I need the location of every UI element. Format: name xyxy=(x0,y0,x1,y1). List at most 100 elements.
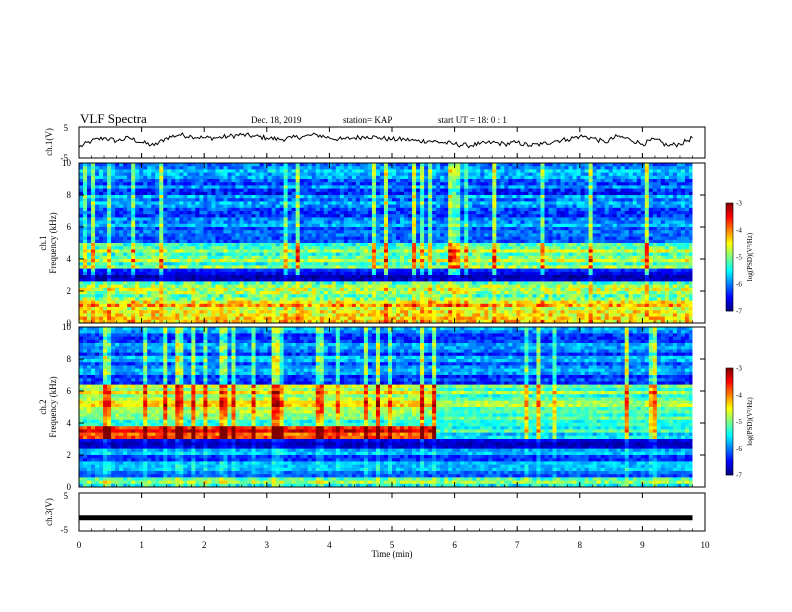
spectrogram-cell xyxy=(440,262,444,266)
spectrogram-cell xyxy=(312,195,316,199)
spectrogram-cell xyxy=(468,205,472,209)
spectrogram-cell xyxy=(412,205,416,209)
spectrogram-cell xyxy=(328,169,332,173)
spectrogram-cell xyxy=(135,195,139,199)
spectrogram-cell xyxy=(376,272,380,276)
spectrogram-cell xyxy=(207,185,211,189)
spectrogram-cell xyxy=(472,185,476,189)
spectrogram-cell xyxy=(380,189,384,193)
spectrogram-cell xyxy=(163,307,167,311)
spectrogram-cell xyxy=(320,285,324,289)
spectrogram-cell xyxy=(412,243,416,247)
spectrogram-cell xyxy=(272,227,276,231)
spectrogram-cell xyxy=(191,217,195,221)
spectrogram-cell xyxy=(388,214,392,218)
spectrogram-cell xyxy=(231,269,235,273)
spectrogram-cell xyxy=(460,214,464,218)
spectrogram-cell xyxy=(312,275,316,279)
spectrogram-cell xyxy=(296,307,300,311)
spectrogram-cell xyxy=(91,288,95,292)
spectrogram-cell xyxy=(412,304,416,308)
spectrogram-cell xyxy=(223,285,227,289)
spectrogram-cell xyxy=(163,240,167,244)
spectrogram-cell xyxy=(316,173,320,177)
spectrogram-cell xyxy=(163,163,167,167)
spectrogram-cell xyxy=(264,185,268,189)
spectrogram-cell xyxy=(179,307,183,311)
spectrogram-cell xyxy=(135,313,139,317)
spectrogram-cell xyxy=(456,262,460,266)
spectrogram-cell xyxy=(127,227,131,231)
spectrogram-cell xyxy=(167,246,171,250)
spectrogram-cell xyxy=(464,253,468,257)
spectrogram-cell xyxy=(260,166,264,170)
spectrogram-cell xyxy=(252,176,256,180)
spectrogram-cell xyxy=(392,169,396,173)
spectrogram-cell xyxy=(264,313,268,317)
spectrogram-cell xyxy=(372,179,376,183)
spectrogram-cell xyxy=(336,269,340,273)
spectrogram-cell xyxy=(95,272,99,276)
spectrogram-cell xyxy=(191,253,195,257)
spectrogram-cell xyxy=(244,163,248,167)
spectrogram-cell xyxy=(123,224,127,228)
spectrogram-cell xyxy=(376,173,380,177)
spectrogram-cell xyxy=(316,214,320,218)
spectrogram-cell xyxy=(276,310,280,314)
spectrogram-cell xyxy=(384,217,388,221)
spectrogram-cell xyxy=(272,256,276,260)
spectrogram-cell xyxy=(388,195,392,199)
spectrogram-cell xyxy=(179,275,183,279)
spectrogram-cell xyxy=(252,230,256,234)
spectrogram-cell xyxy=(448,313,452,317)
spectrogram-cell xyxy=(87,192,91,196)
spectrogram-cell xyxy=(167,272,171,276)
spectrogram-cell xyxy=(159,301,163,305)
spectrogram-cell xyxy=(219,195,223,199)
spectrogram-cell xyxy=(436,291,440,295)
spectrogram-cell xyxy=(332,214,336,218)
spectrogram-cell xyxy=(380,269,384,273)
spectrogram-cell xyxy=(416,294,420,298)
spectrogram-cell xyxy=(103,211,107,215)
spectrogram-cell xyxy=(448,291,452,295)
spectrogram-cell xyxy=(260,205,264,209)
spectrogram-cell xyxy=(83,227,87,231)
spectrogram-cell xyxy=(332,285,336,289)
spectrogram-cell xyxy=(248,301,252,305)
spectrogram-cell xyxy=(460,291,464,295)
spectrogram-cell xyxy=(468,217,472,221)
spectrogram-cell xyxy=(163,201,167,205)
spectrogram-cell xyxy=(472,182,476,186)
spectrogram-cell xyxy=(87,166,91,170)
spectrogram-cell xyxy=(416,198,420,202)
spectrogram-cell xyxy=(187,237,191,241)
spectrogram-cell xyxy=(320,185,324,189)
spectrogram-cell xyxy=(219,185,223,189)
spectrogram-cell xyxy=(223,313,227,317)
spectrogram-cell xyxy=(468,278,472,282)
spectrogram-cell xyxy=(408,294,412,298)
spectrogram-cell xyxy=(143,278,147,282)
spectrogram-cell xyxy=(256,192,260,196)
spectrogram-cell xyxy=(416,243,420,247)
spectrogram-cell xyxy=(139,198,143,202)
spectrogram-cell xyxy=(356,301,360,305)
spectrogram-cell xyxy=(248,262,252,266)
spectrogram-cell xyxy=(308,253,312,257)
spectrogram-cell xyxy=(264,304,268,308)
spectrogram-cell xyxy=(79,285,83,289)
spectrogram-cell xyxy=(428,243,432,247)
spectrogram-cell xyxy=(159,176,163,180)
spectrogram-cell xyxy=(392,317,396,321)
spectrogram-cell xyxy=(207,281,211,285)
spectrogram-cell xyxy=(167,233,171,237)
spectrogram-cell xyxy=(324,237,328,241)
spectrogram-cell xyxy=(195,173,199,177)
spectrogram-cell xyxy=(127,291,131,295)
spectrogram-cell xyxy=(476,278,480,282)
spectrogram-cell xyxy=(432,198,436,202)
spectrogram-cell xyxy=(215,253,219,257)
spectrogram-cell xyxy=(400,246,404,250)
spectrogram-cell xyxy=(428,278,432,282)
